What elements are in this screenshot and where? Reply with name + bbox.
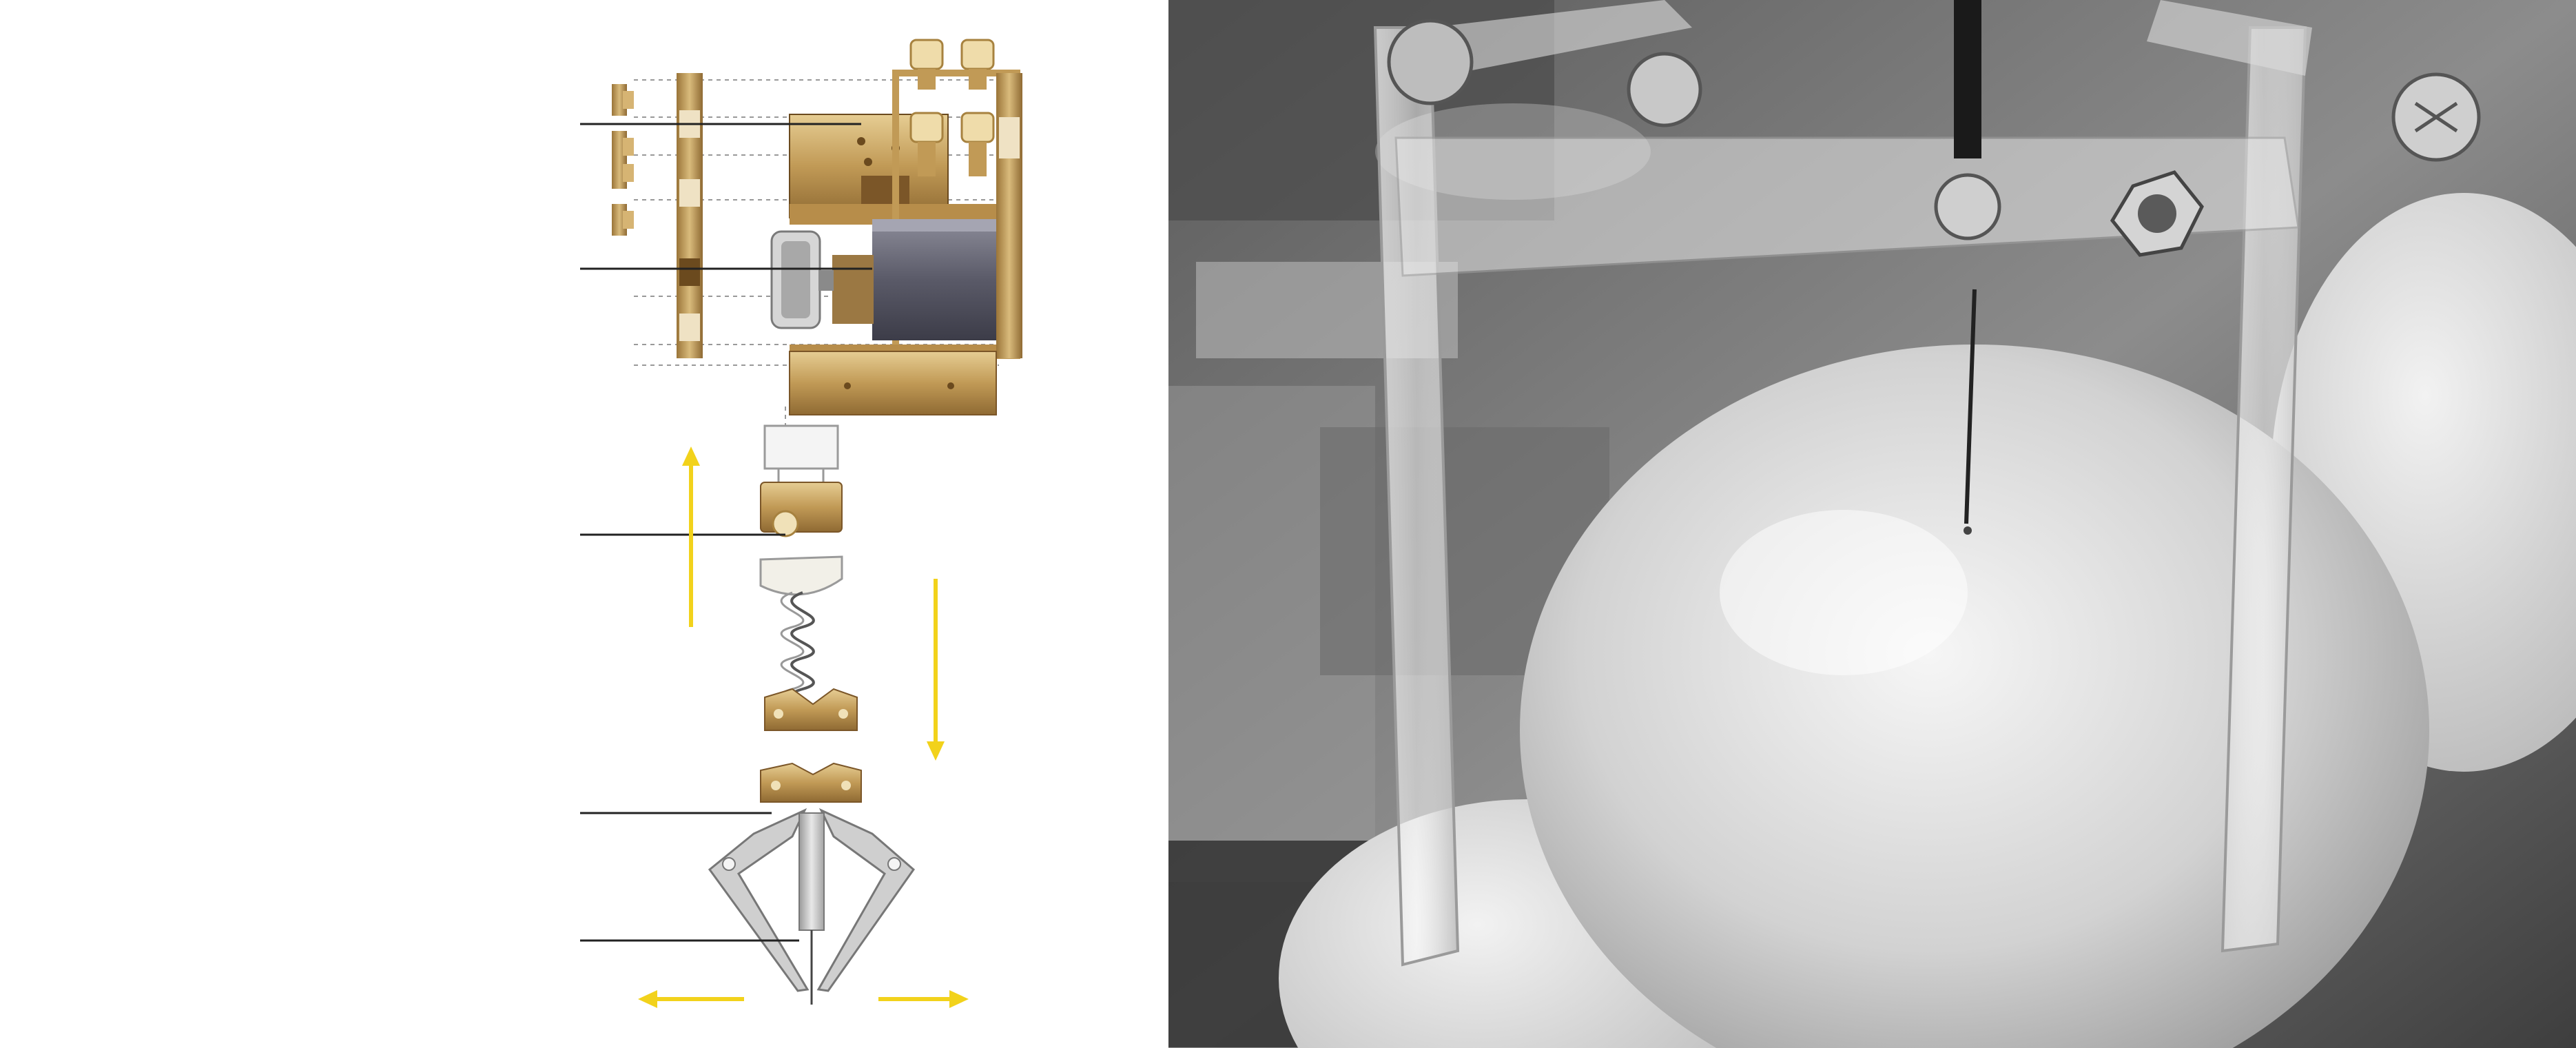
movement-arrows — [638, 446, 969, 1008]
arrow-right — [878, 990, 969, 1008]
leader-lines — [580, 123, 872, 942]
arrow-down — [927, 579, 945, 761]
guide-pins — [612, 84, 634, 236]
claw-hub — [760, 688, 862, 803]
claw-balloon-photo — [1168, 0, 2576, 1048]
arrow-up — [682, 446, 700, 627]
acrylic-claw — [1373, 0, 2312, 967]
carriage-base-bar — [789, 351, 997, 415]
screws — [1387, 19, 2481, 257]
carriage-rollers — [909, 39, 995, 176]
photo-illustration — [1168, 0, 2576, 1048]
exploded-diagram-panel: AXIS CARRIAGE HORIZONTAL MOVEMENT STEPPE… — [0, 0, 1168, 1048]
arrow-left — [638, 990, 744, 1008]
wire-spool-assembly — [760, 424, 843, 537]
claw-arms — [708, 808, 916, 992]
needle-assembly — [798, 812, 825, 1005]
carriage-block — [789, 39, 1022, 359]
stepper-motor-assembly — [770, 219, 996, 361]
left-side-plate — [677, 73, 703, 358]
exploded-mechanism-drawing — [580, 39, 1022, 1008]
